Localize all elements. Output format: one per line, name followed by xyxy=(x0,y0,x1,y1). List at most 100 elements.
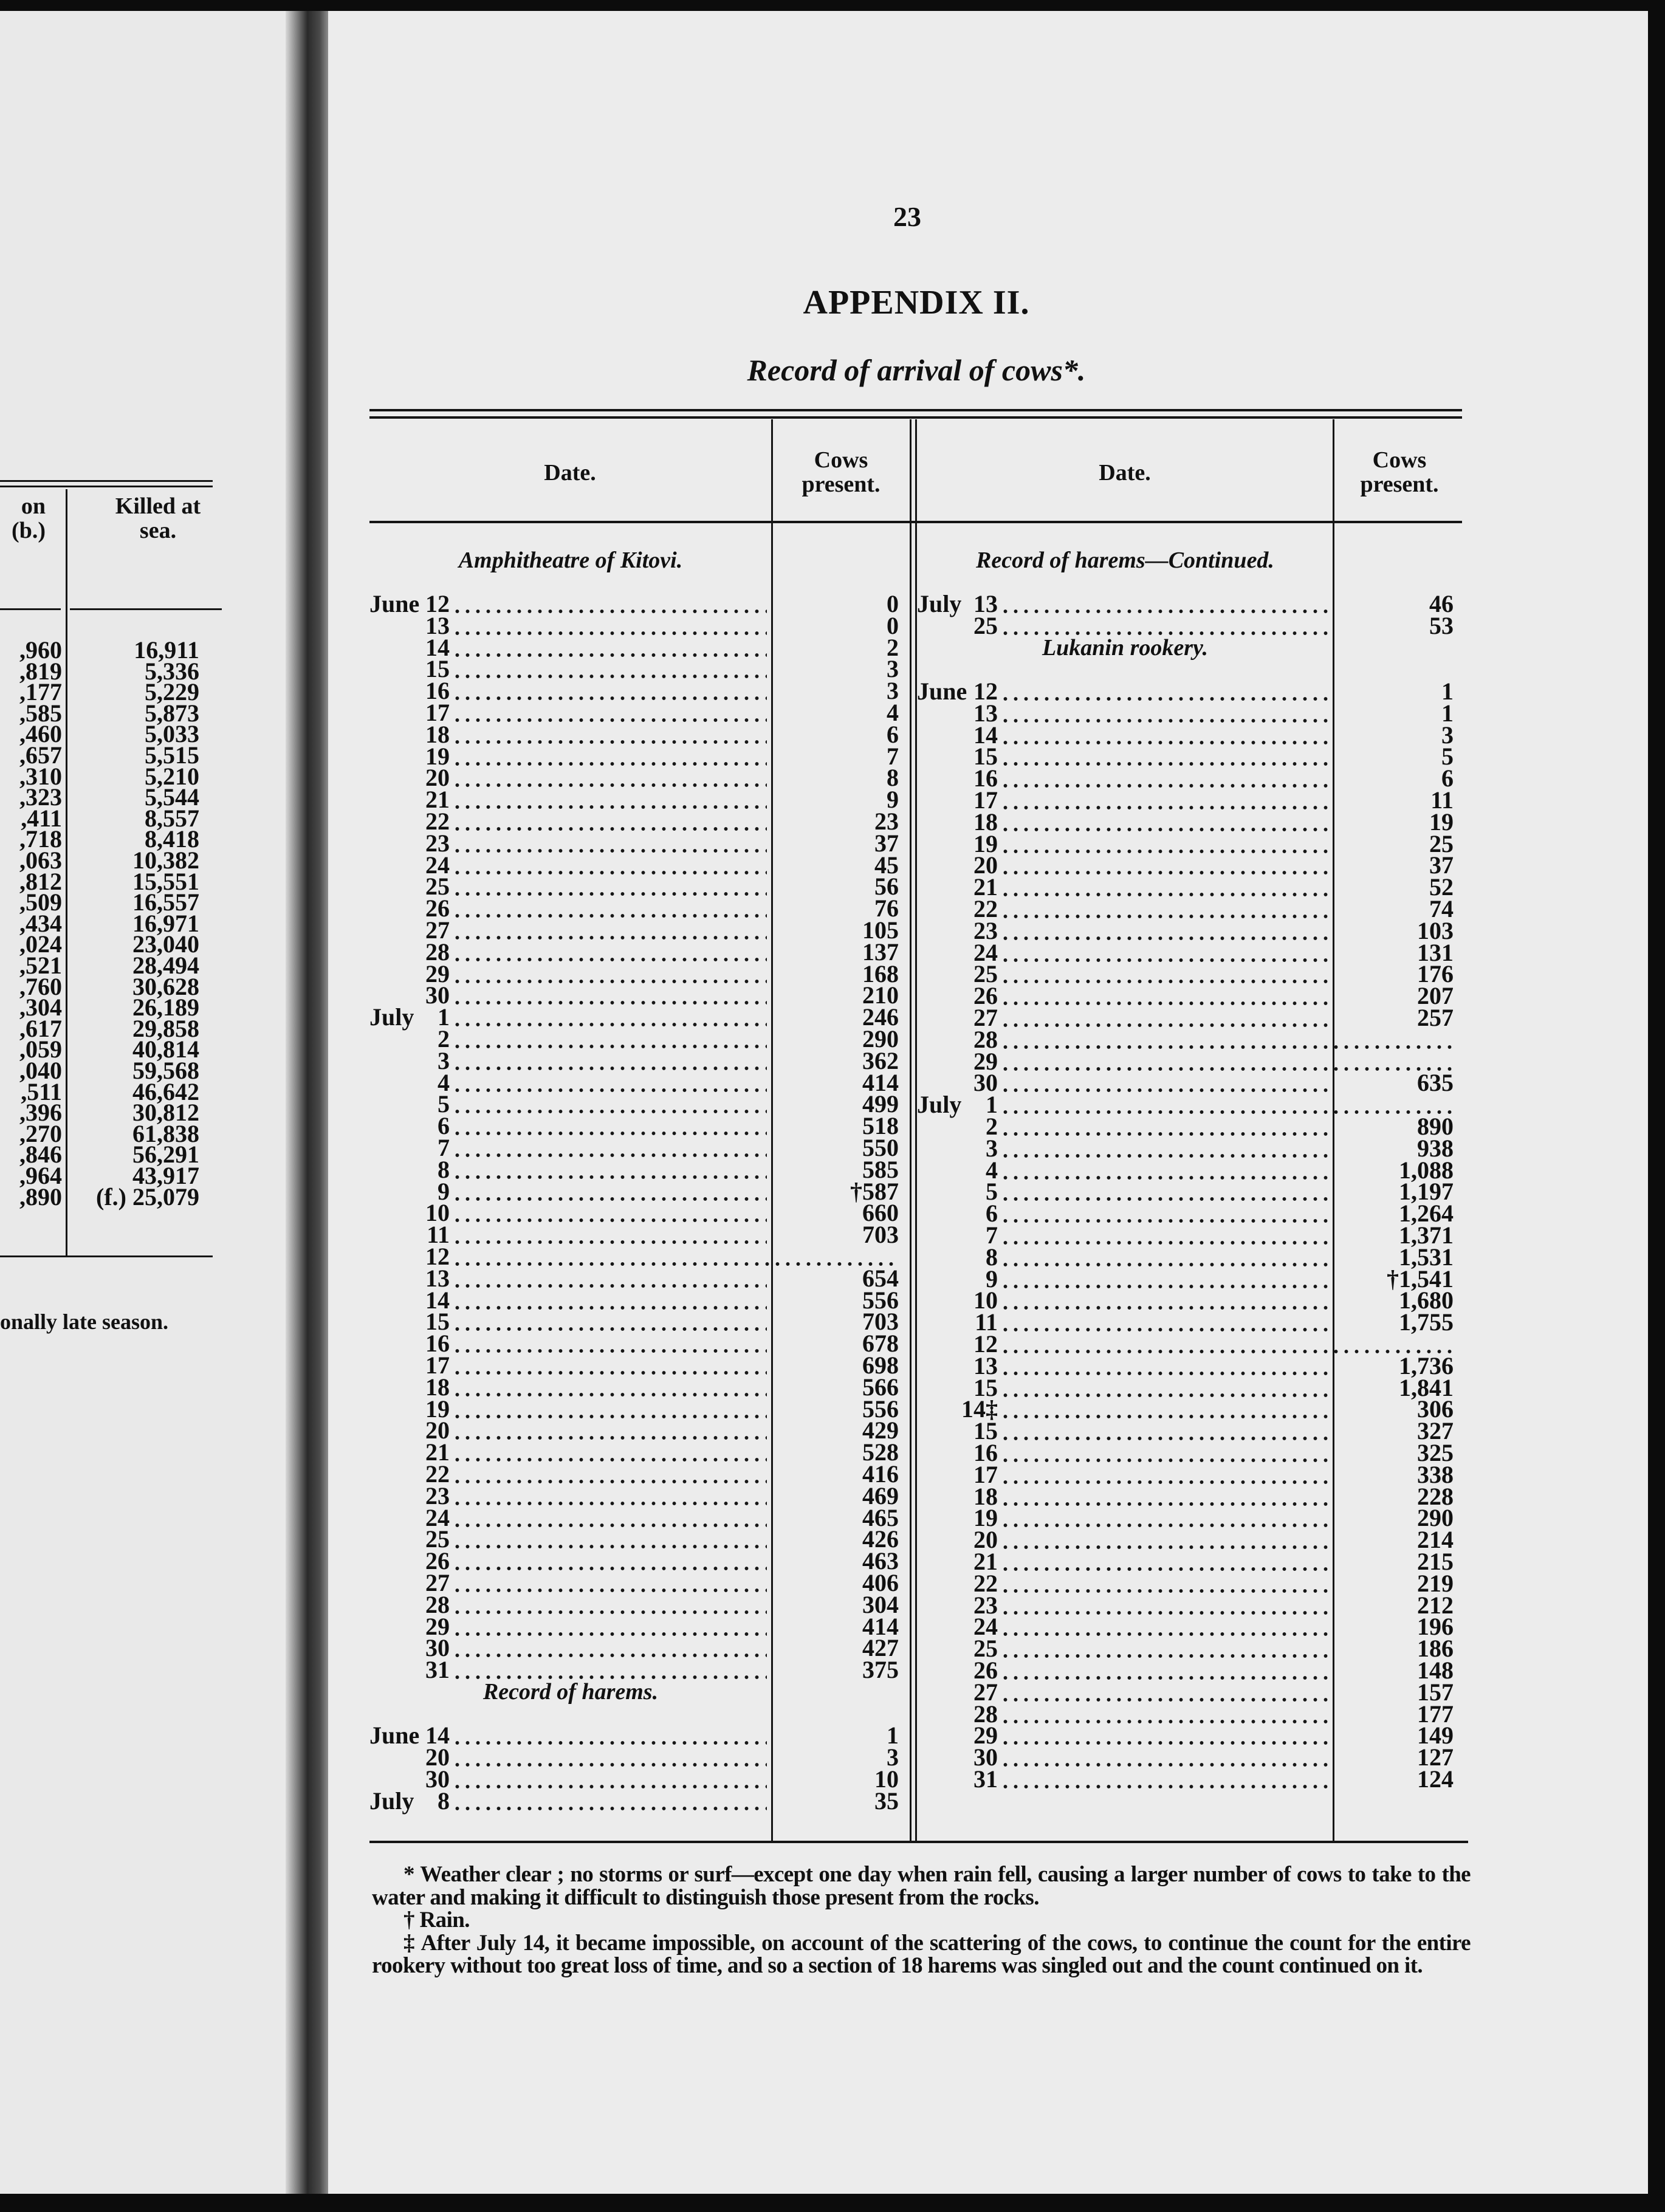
prev-col1-value: ,323 xyxy=(19,783,62,811)
cows-present-value: 37 xyxy=(874,829,899,857)
cows-present-value: 1,736 xyxy=(1399,1352,1454,1379)
table-row: 13 0 xyxy=(369,613,899,638)
day-label: 17 xyxy=(973,786,998,814)
cows-present-value: 1 xyxy=(1441,678,1454,705)
month-label: July xyxy=(369,1787,414,1815)
day-label: 14 xyxy=(425,633,450,661)
cows-present-value: 678 xyxy=(862,1330,899,1358)
table-row: 22 416 xyxy=(369,1462,899,1486)
prev-col1-value: ,657 xyxy=(19,741,62,769)
day-label: 27 xyxy=(425,1569,450,1596)
dot-leader xyxy=(452,701,767,725)
day-label: 29 xyxy=(973,1722,998,1750)
day-label: 13 xyxy=(973,1352,998,1379)
day-label: 20 xyxy=(425,1417,450,1444)
cows-present-value: 6 xyxy=(887,720,899,748)
day-label: 13 xyxy=(973,590,998,617)
day-label: 18 xyxy=(425,1373,450,1401)
table-row: 22 74 xyxy=(917,897,1454,921)
dot-leader xyxy=(1000,875,1328,900)
table-row: 30 10 xyxy=(369,1767,899,1791)
day-label: 30 xyxy=(425,1634,450,1662)
prev-killed-at-sea-value: 43,917 xyxy=(132,1162,199,1189)
prev-killed-at-sea-value: 56,291 xyxy=(132,1141,199,1169)
dot-leader xyxy=(1000,1158,1328,1183)
day-label: 20 xyxy=(425,1743,450,1771)
prev-col1-value: ,617 xyxy=(19,1014,62,1042)
day-label: 13 xyxy=(973,699,998,727)
cows-present-value: 3 xyxy=(887,1743,899,1771)
prev-col1-value: ,434 xyxy=(19,909,62,937)
table-row: 30 635 xyxy=(917,1071,1454,1096)
day-label: 27 xyxy=(973,1004,998,1031)
header-cows-present-left: Cows present. xyxy=(773,448,909,496)
day-label: 15 xyxy=(973,1373,998,1401)
table-row: 17 4 xyxy=(369,701,899,725)
cows-present-value: 228 xyxy=(1417,1482,1454,1510)
table-row: 21 528 xyxy=(369,1440,899,1465)
dot-leader xyxy=(1000,1201,1328,1226)
table-row: 23 469 xyxy=(369,1483,899,1508)
day-label: 26 xyxy=(973,1657,998,1684)
cows-present-value: 414 xyxy=(862,1612,899,1640)
day-label: 19 xyxy=(973,1504,998,1532)
table-row: 30 210 xyxy=(369,983,899,1008)
day-label: 28 xyxy=(973,1025,998,1053)
table-row: 2 290 xyxy=(369,1027,899,1051)
dot-leader xyxy=(1000,701,1328,726)
dot-leader xyxy=(1000,1245,1328,1269)
day-label: 16 xyxy=(973,1439,998,1466)
day-label: 24 xyxy=(973,938,998,966)
cows-present-value: 76 xyxy=(874,895,899,922)
table-row: 4 414 xyxy=(369,1068,899,1096)
dot-leader xyxy=(1000,1528,1328,1553)
prev-killed-at-sea-value: 30,628 xyxy=(132,972,199,1000)
dot-leader xyxy=(452,1592,767,1617)
cows-present-value: 5 xyxy=(1441,743,1454,771)
page-number: 23 xyxy=(893,201,921,232)
dot-leader xyxy=(1000,1658,1328,1683)
table-caption: Record of arrival of cows*. xyxy=(747,353,1086,387)
table-top-rule xyxy=(369,416,1462,419)
prev-killed-at-sea-value: 8,557 xyxy=(145,804,199,832)
dot-leader xyxy=(452,1027,767,1051)
cows-present-value: 168 xyxy=(862,960,899,987)
month-label: July xyxy=(369,1003,414,1031)
day-label: 10 xyxy=(973,1286,998,1314)
prev-col1-value: ,960 xyxy=(19,636,62,664)
table-row: 3 938 xyxy=(917,1136,1454,1161)
table-row: 14 556 xyxy=(369,1288,899,1313)
cows-present-value: 3 xyxy=(887,655,899,683)
prev-killed-at-sea-value: 5,210 xyxy=(145,762,199,790)
dot-leader xyxy=(452,1201,767,1226)
section-heading: Amphitheatre of Kitovi. xyxy=(458,548,683,573)
cows-present-value: 45 xyxy=(874,851,899,879)
table-row: 20 429 xyxy=(369,1418,899,1443)
table-row: 26 148 xyxy=(917,1658,1454,1683)
day-label: 18 xyxy=(973,808,998,836)
prev-killed-at-sea-value: 5,515 xyxy=(145,741,199,769)
dot-leader xyxy=(452,592,767,616)
day-label: 31 xyxy=(425,1656,450,1684)
prev-header-col2-line2: sea. xyxy=(139,518,177,543)
table-row: 4 1,088 xyxy=(917,1158,1454,1183)
day-label: 5 xyxy=(438,1090,450,1118)
day-label: 26 xyxy=(973,982,998,1010)
cows-present-value: 215 xyxy=(1417,1548,1454,1575)
day-label: 4 xyxy=(438,1068,450,1096)
table-row: 7 550 xyxy=(369,1136,899,1160)
dot-leader xyxy=(1000,788,1328,812)
cows-present-value: 149 xyxy=(1417,1722,1454,1750)
dot-leader xyxy=(452,1767,767,1791)
table-row: 11 1,755 xyxy=(917,1310,1454,1335)
table-row: 26 463 xyxy=(369,1549,899,1574)
day-label: 6 xyxy=(438,1112,450,1140)
day-label: 22 xyxy=(973,1569,998,1597)
day-label: 30 xyxy=(973,1743,998,1771)
day-label: 28 xyxy=(425,938,450,966)
footnote-after-july-14: ‡ After July 14, it became impossible, o… xyxy=(372,1930,1471,1978)
cows-present-value: 1 xyxy=(1441,699,1454,727)
table-row: 23 37 xyxy=(369,831,899,856)
prev-header-col1-line1: on xyxy=(21,493,46,519)
day-label: 4 xyxy=(986,1156,998,1184)
